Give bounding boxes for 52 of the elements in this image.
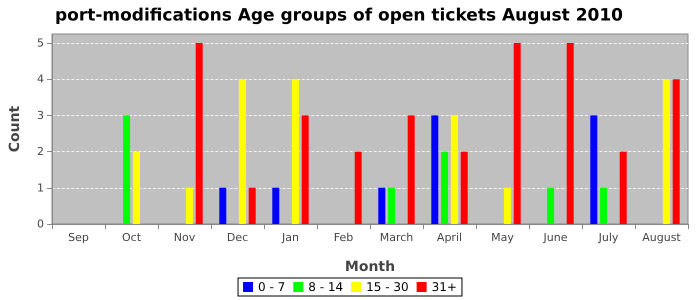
y-tick-label: 5 (37, 36, 44, 50)
bar (504, 188, 511, 224)
bar (123, 115, 130, 224)
bar (566, 43, 574, 224)
bar (272, 188, 280, 224)
legend-label: 15 - 30 (366, 280, 409, 294)
bar (408, 115, 415, 224)
bar (388, 188, 396, 224)
y-axis-title: Count (7, 105, 23, 152)
x-tick-label: May (491, 231, 514, 244)
y-tick-label: 1 (37, 181, 44, 194)
bar (514, 43, 521, 224)
x-tick-label: Jan (281, 231, 299, 244)
bar (460, 152, 468, 224)
bar (620, 152, 627, 224)
x-tick-label: March (380, 231, 414, 244)
bar (590, 115, 598, 224)
bar (219, 188, 226, 224)
bar (302, 115, 309, 224)
bar (450, 115, 458, 224)
x-tick-label: Feb (334, 231, 354, 244)
bar (378, 188, 386, 224)
legend-label: 0 - 7 (258, 280, 286, 294)
x-tick-label: August (642, 231, 682, 244)
y-tick-label: 4 (37, 72, 44, 86)
x-tick-label: July (598, 231, 619, 244)
bar (196, 43, 203, 224)
x-axis-title: Month (344, 259, 396, 275)
bar (600, 188, 608, 224)
bar (248, 188, 256, 224)
x-tick-label: April (436, 231, 462, 244)
bar (672, 79, 680, 224)
bar (132, 152, 140, 224)
y-tick-label: 3 (37, 108, 44, 122)
bar (238, 79, 246, 224)
x-tick-label: Oct (122, 231, 142, 244)
x-tick-label: June (542, 231, 568, 244)
y-tick-label: 2 (37, 145, 44, 158)
bar (662, 79, 670, 224)
legend-label: 8 - 14 (308, 280, 344, 294)
bar (547, 188, 554, 224)
bar (441, 152, 448, 224)
y-tick-label: 0 (37, 218, 44, 230)
legend-label: 31+ (432, 280, 457, 294)
x-tick-label: Sep (68, 231, 89, 244)
bar (431, 115, 438, 224)
chart-title: port-modifications Age groups of open tickets August 2010 (55, 6, 624, 26)
x-tick-label: Dec (226, 231, 248, 244)
bar (292, 79, 299, 224)
bar (354, 152, 362, 224)
x-tick-label: Nov (174, 231, 196, 244)
bar (186, 188, 193, 224)
